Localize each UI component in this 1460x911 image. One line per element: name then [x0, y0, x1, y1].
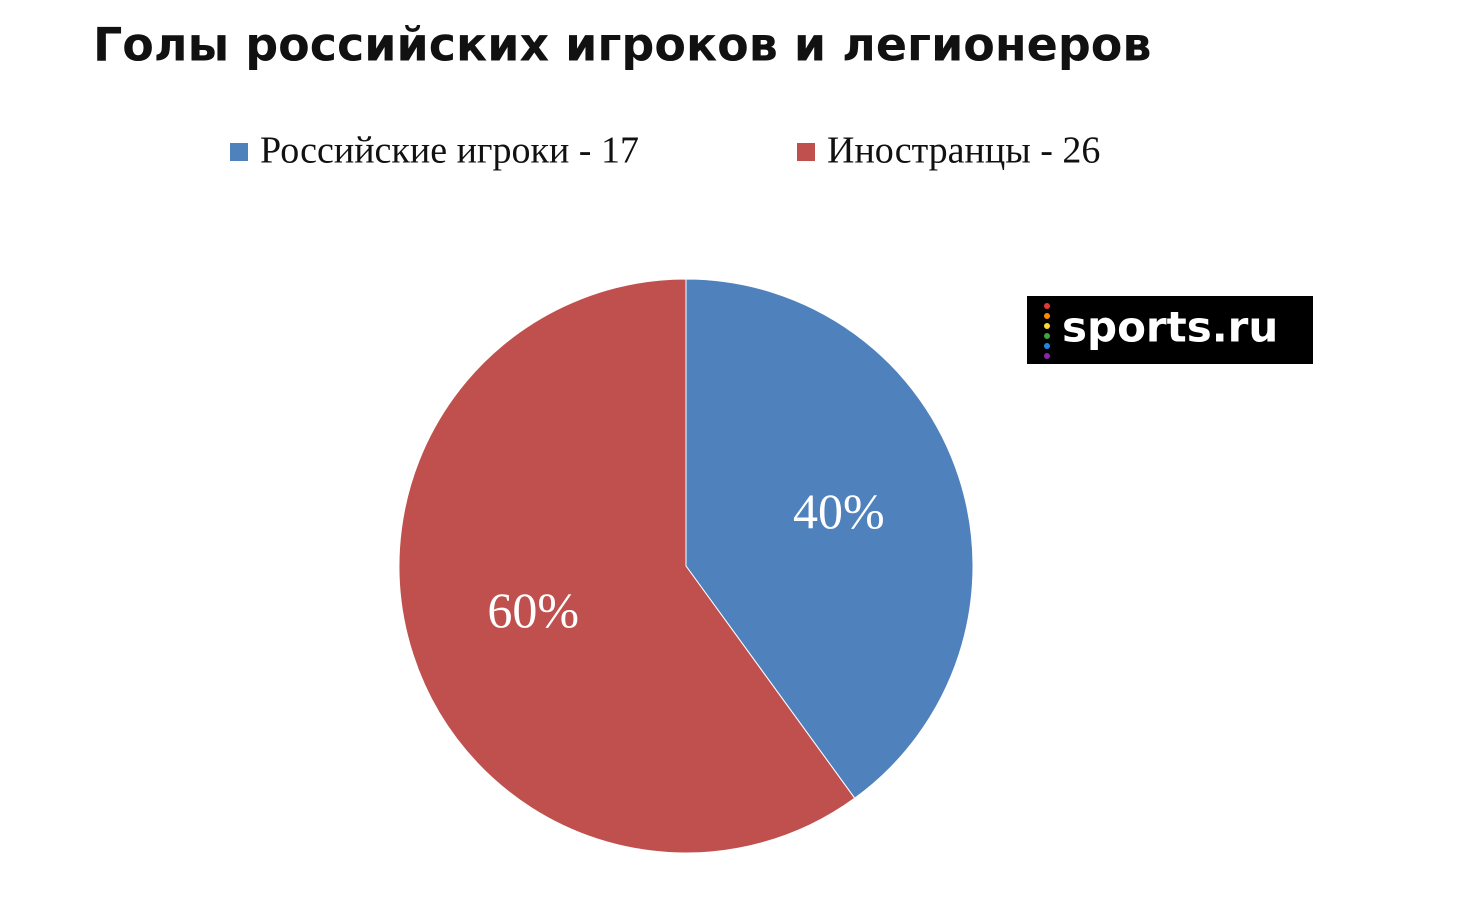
legend-swatch [230, 143, 248, 161]
logo-dot [1044, 343, 1050, 349]
legend-label: Иностранцы - 26 [827, 130, 1100, 172]
logo-dot [1044, 323, 1050, 329]
logo-dot [1044, 303, 1050, 309]
logo-box [1027, 296, 1313, 364]
legend-swatch [797, 143, 815, 161]
data-label: 60% [487, 582, 579, 638]
logo-dot [1044, 353, 1050, 359]
pie-slice [398, 278, 856, 854]
chart-title: Голы российских игроков и легионеров [93, 18, 1152, 72]
data-label: 40% [793, 483, 885, 539]
logo-dot [1044, 333, 1050, 339]
legend-label: Российские игроки - 17 [260, 130, 639, 172]
logo-dot [1044, 313, 1050, 319]
logo-text: sports.ru [1062, 303, 1278, 352]
pie-slice [685, 278, 974, 799]
logo: sports.ru [1027, 296, 1313, 364]
